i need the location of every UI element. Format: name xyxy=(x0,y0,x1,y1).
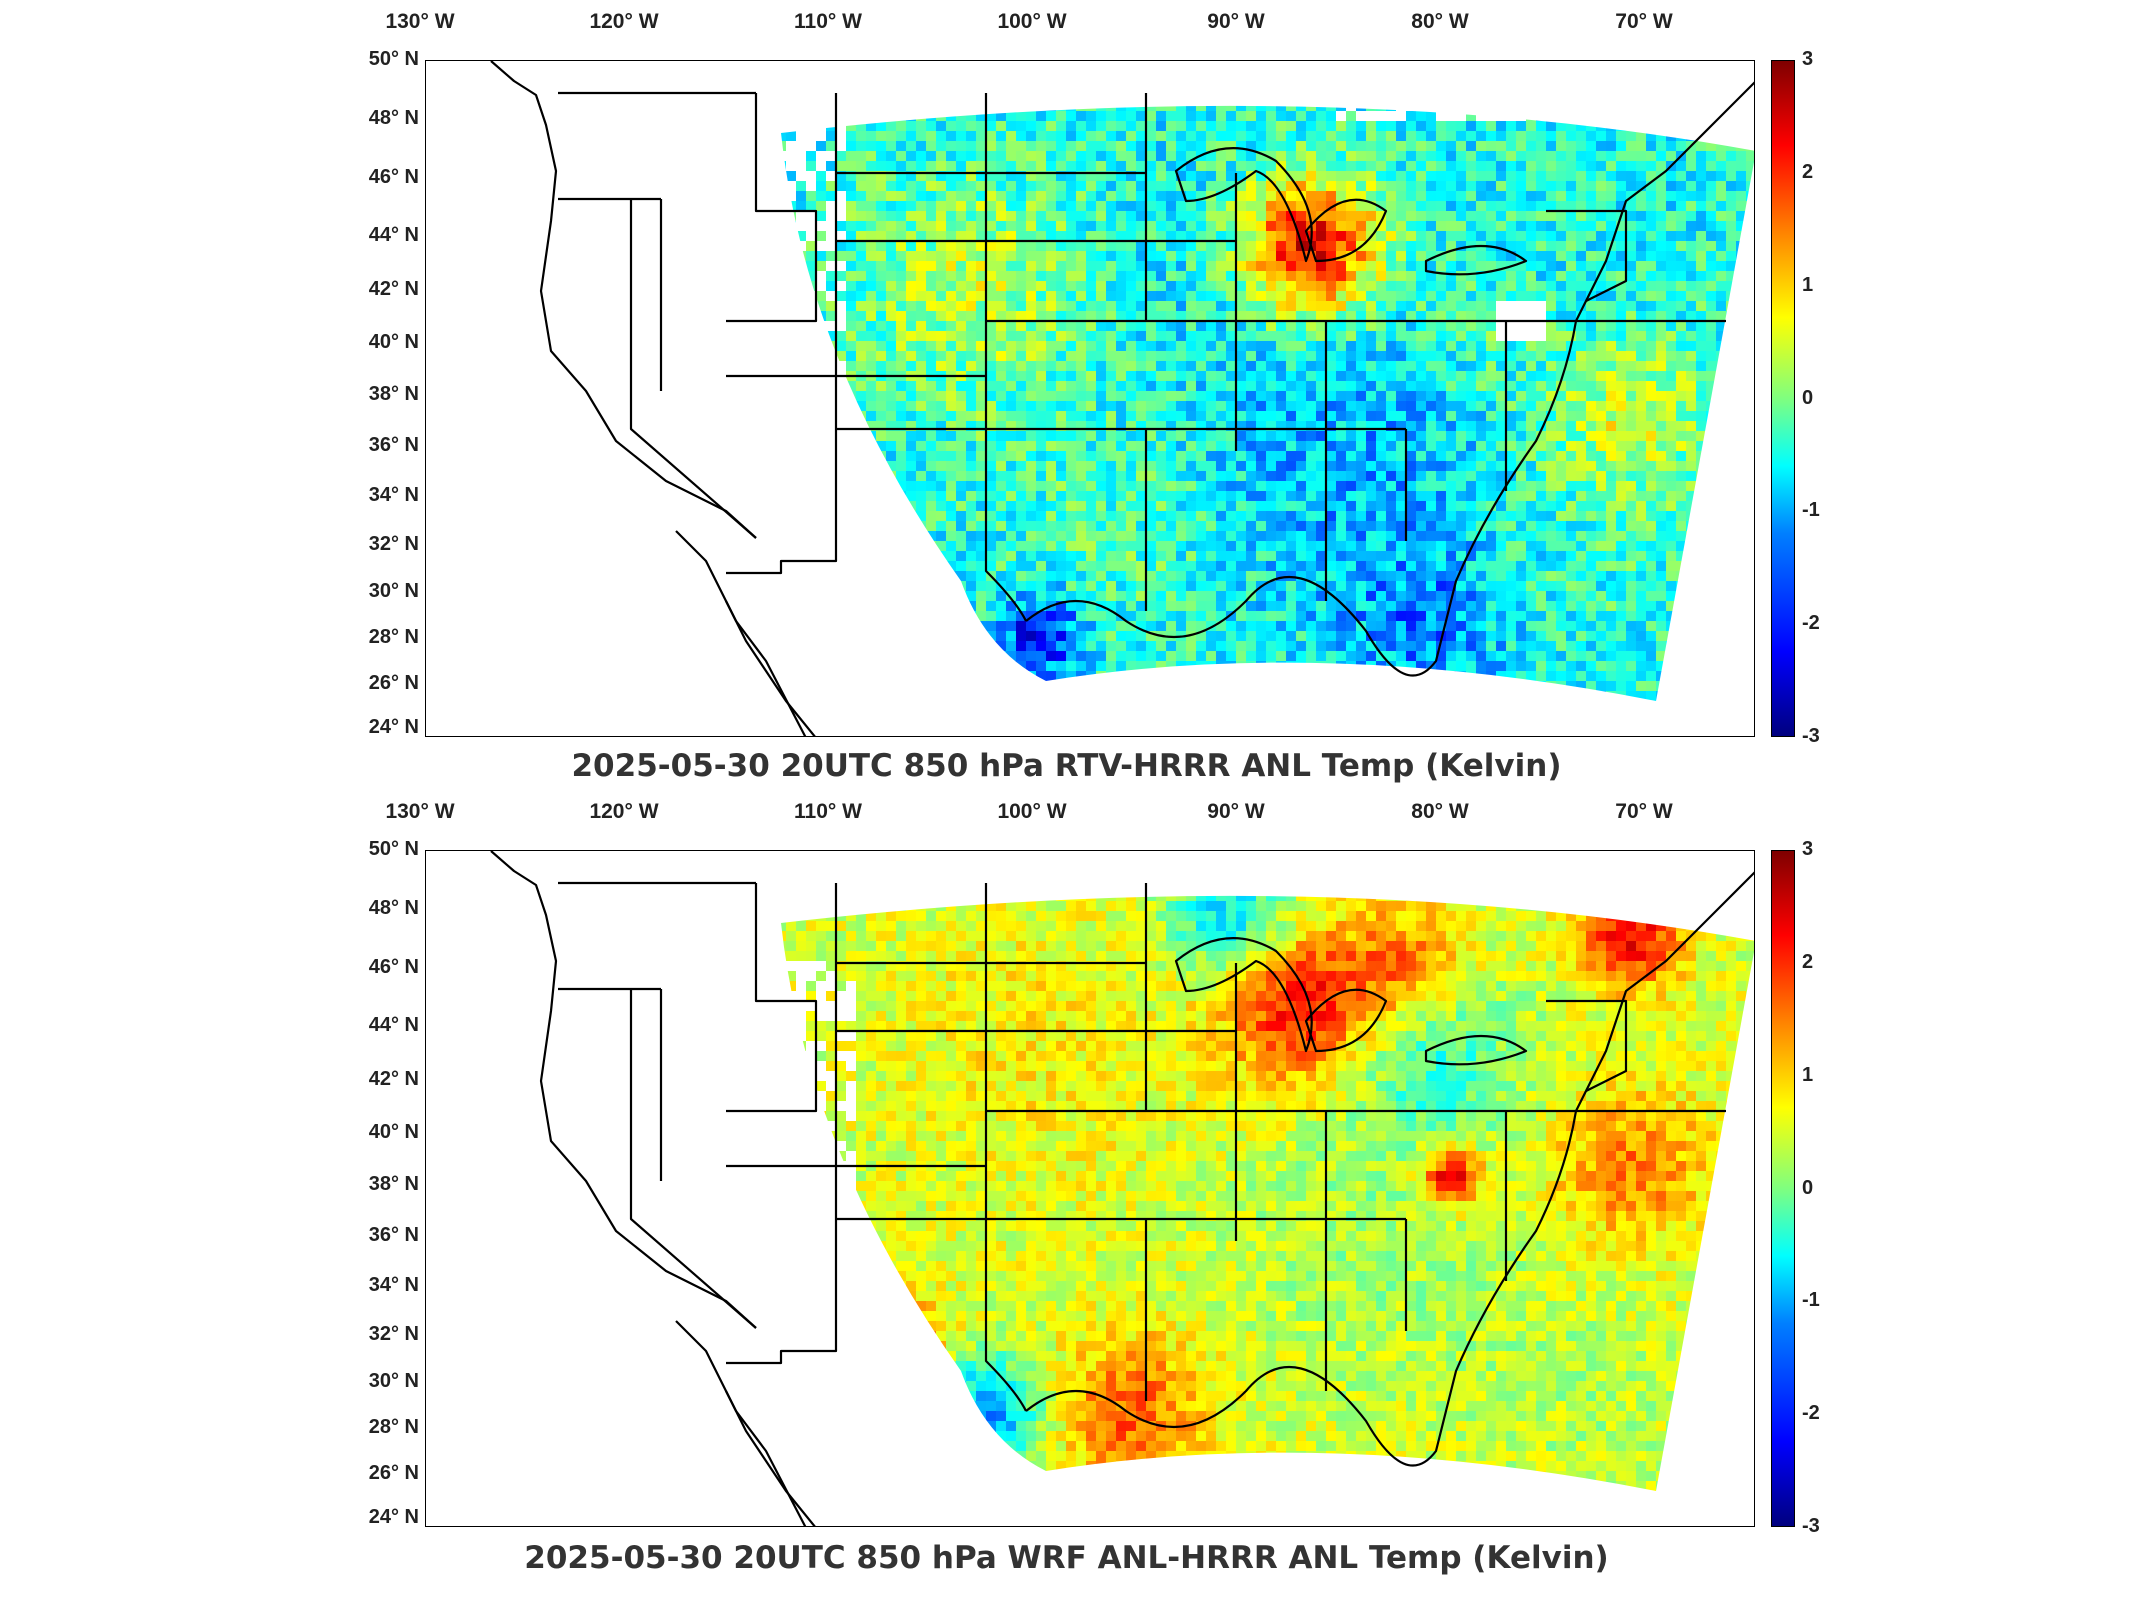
colorbar-bottom xyxy=(1771,850,1795,1527)
lon-tick: 120° W xyxy=(589,10,659,33)
colorbar-tick-label: 2 xyxy=(1802,950,1814,973)
colorbar-tick-label: -1 xyxy=(1802,1289,1820,1312)
lat-tick: 28° N xyxy=(368,626,419,648)
lon-tick: 130° W xyxy=(385,800,455,823)
lat-tick: 38° N xyxy=(368,383,419,405)
map-top xyxy=(425,60,1755,737)
colorbar-tick-label: -2 xyxy=(1802,1402,1820,1425)
colorbar-tick-label: 0 xyxy=(1802,386,1814,409)
colorbar-tick-label: 1 xyxy=(1802,273,1814,296)
colorbar-tick-label: -3 xyxy=(1802,1515,1820,1537)
lat-tick: 26° N xyxy=(368,672,419,694)
lat-tick: 42° N xyxy=(368,1068,419,1090)
lon-tick: 100° W xyxy=(997,10,1067,33)
lat-tick: 46° N xyxy=(368,166,419,188)
lat-tick: 50° N xyxy=(368,838,419,860)
colorbar-tick-label: 2 xyxy=(1802,160,1814,183)
lat-tick: 44° N xyxy=(368,224,419,246)
lon-tick: 100° W xyxy=(997,800,1067,823)
colorbar-tick-label: 0 xyxy=(1802,1176,1814,1199)
panel-title: 2025-05-30 20UTC 850 hPa RTV-HRRR ANL Te… xyxy=(571,748,1562,784)
colorbar-tick-label: -2 xyxy=(1802,612,1820,635)
colorbar-tick-label: 1 xyxy=(1802,1063,1814,1086)
lat-tick: 26° N xyxy=(368,1462,419,1484)
lat-tick: 36° N xyxy=(368,434,419,456)
lat-tick: 48° N xyxy=(368,107,419,129)
panel-top: 130° W 120° W 110° W 100° W 90° W 80° W … xyxy=(368,10,1820,784)
lat-tick: 34° N xyxy=(368,1274,419,1296)
lon-tick: 80° W xyxy=(1411,10,1469,33)
map-bottom xyxy=(425,850,1755,1527)
lon-tick: 120° W xyxy=(589,800,659,823)
lon-tick: 70° W xyxy=(1615,10,1673,33)
lat-tick: 40° N xyxy=(368,1121,419,1143)
lat-tick: 50° N xyxy=(368,48,419,70)
state-and-coast-lines xyxy=(490,851,1754,1526)
colorbar-top xyxy=(1771,60,1795,737)
lat-tick: 38° N xyxy=(368,1173,419,1195)
lat-tick: 44° N xyxy=(368,1014,419,1036)
lat-tick: 36° N xyxy=(368,1224,419,1246)
panel-bottom: 130° W 120° W 110° W 100° W 90° W 80° W … xyxy=(0,790,2133,1590)
lat-tick: 30° N xyxy=(368,580,419,602)
state-and-coast-lines xyxy=(490,61,1754,736)
lon-tick: 110° W xyxy=(794,800,862,823)
lon-tick: 90° W xyxy=(1207,10,1265,33)
lon-tick: 130° W xyxy=(385,10,455,33)
lat-tick: 34° N xyxy=(368,484,419,506)
map-canvas-top xyxy=(490,61,1754,736)
lat-tick: 28° N xyxy=(368,1416,419,1438)
lat-tick: 24° N xyxy=(368,716,419,738)
lat-tick: 40° N xyxy=(368,331,419,353)
lon-tick: 70° W xyxy=(1615,800,1673,823)
lon-tick: 110° W xyxy=(794,10,862,33)
colorbar-tick-label: 3 xyxy=(1802,48,1814,70)
lat-tick: 30° N xyxy=(368,1370,419,1392)
colorbar-tick-label: -1 xyxy=(1802,499,1820,522)
lon-tick: 90° W xyxy=(1207,800,1265,823)
lat-tick: 46° N xyxy=(368,956,419,978)
colorbar-tick-label: -3 xyxy=(1802,725,1820,747)
lat-tick: 24° N xyxy=(368,1506,419,1528)
map-canvas-bottom xyxy=(490,851,1754,1526)
lat-tick: 32° N xyxy=(368,533,419,555)
lat-tick: 42° N xyxy=(368,278,419,300)
anomaly-field xyxy=(781,105,1754,702)
lon-tick: 80° W xyxy=(1411,800,1469,823)
colorbar-tick-label: 3 xyxy=(1802,838,1814,860)
lat-tick: 32° N xyxy=(368,1323,419,1345)
anomaly-field xyxy=(781,895,1754,1492)
lat-tick: 48° N xyxy=(368,897,419,919)
panel-title: 2025-05-30 20UTC 850 hPa WRF ANL-HRRR AN… xyxy=(524,1540,1609,1576)
